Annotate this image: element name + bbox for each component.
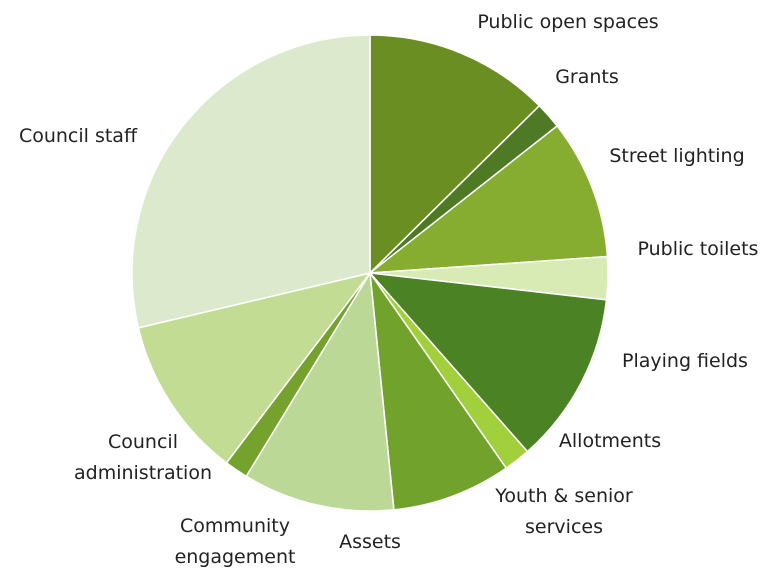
slice-label-street-lighting: Street lighting (609, 145, 744, 167)
slice-label-grants: Grants (555, 66, 619, 88)
slice-label-youth-senior-services: Youth & senior services (494, 485, 633, 538)
pie-slice-assets (245, 270, 395, 512)
slice-label-assets: Assets (339, 531, 401, 553)
slice-label-community-engagement: Community engagement (175, 515, 296, 568)
slice-label-public-open-spaces: Public open spaces (477, 11, 658, 33)
pie-slice-council-staff (131, 34, 371, 329)
slice-label-allotments: Allotments (559, 430, 661, 452)
pie-slice-public-open-spaces (369, 34, 541, 275)
pie-slice-playing-fields (368, 272, 608, 453)
slice-label-council-administration: Council administration (74, 431, 212, 484)
slice-labels: Public open spaces Grants Street lighting P… (19, 11, 759, 568)
slice-label-public-toilets: Public toilets (638, 238, 759, 260)
pie-slice-council-administration (137, 271, 372, 464)
slice-label-council-staff: Council staff (19, 125, 138, 147)
pie-slice-street-lighting (367, 124, 609, 274)
slice-label-playing-fields: Playing fields (622, 350, 748, 372)
pie-slices (131, 34, 609, 512)
pie-slice-youth-senior-services (368, 270, 508, 511)
